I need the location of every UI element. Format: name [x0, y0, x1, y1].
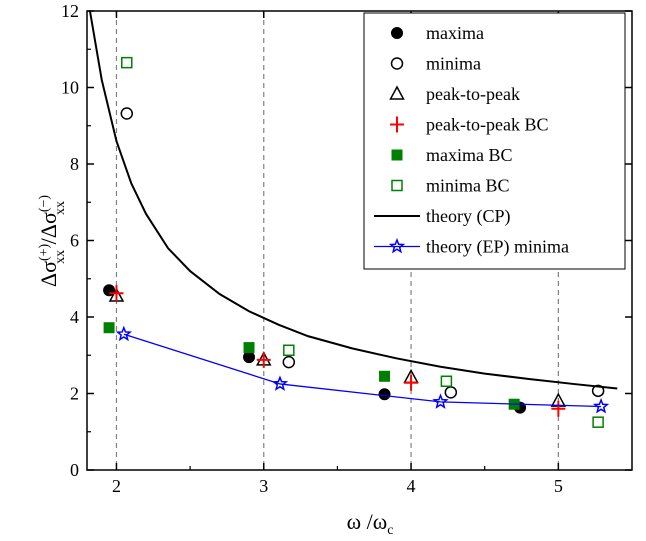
- maxima-point: [243, 351, 256, 364]
- plot-area: [88, 10, 618, 428]
- maxima-bc-point: [379, 370, 391, 382]
- legend-item-theory-cp: theory (CP): [374, 206, 511, 227]
- legend-label: theory (EP) minima: [426, 237, 569, 258]
- peak-to-peak-bc-point: [109, 285, 124, 302]
- legend-marker: [389, 85, 405, 100]
- theory-ep-minima-point: [432, 393, 449, 409]
- series-maxima: [103, 284, 527, 414]
- minima-point: [591, 384, 605, 398]
- theory-ep-minima-point: [271, 375, 289, 391]
- legend-item-minima-bc: minima BC: [391, 176, 510, 196]
- peak-to-peak-bc-point: [256, 351, 271, 368]
- legend-item-maxima-bc: maxima BC: [391, 145, 513, 165]
- legend-item-maxima: maxima: [391, 23, 484, 43]
- minima-bc-point: [592, 416, 604, 428]
- legend: maxima minima peak-to-peak peak-to-peak BC m…: [363, 12, 626, 270]
- legend-item-minima: minima: [390, 54, 481, 74]
- x-tick-label: 4: [407, 476, 416, 496]
- theory-cp-line: [88, 10, 618, 390]
- legend-marker: [390, 116, 404, 133]
- legend-marker: [390, 57, 404, 70]
- legend-marker: [391, 27, 403, 39]
- legend-label: peak-to-peak: [426, 84, 520, 104]
- legend-label: maxima BC: [426, 145, 513, 165]
- minima-point: [120, 107, 134, 120]
- series-minima-bc: [121, 56, 604, 428]
- series-maxima-bc: [103, 322, 520, 410]
- theory-ep-minima-point: [592, 397, 610, 414]
- y-tick-label: 0: [70, 460, 79, 480]
- y-tick-label: 12: [61, 1, 79, 21]
- minima-bc-point: [283, 344, 295, 357]
- minima-point: [444, 386, 458, 399]
- theory-ep-minima-point: [115, 325, 132, 342]
- minima-point: [282, 355, 296, 369]
- x-tick-label: 5: [554, 476, 563, 496]
- ticks: 2 3 4 5 0 2 4 6 8 10 12: [61, 1, 632, 496]
- peak-to-peak-bc-point: [551, 400, 566, 417]
- series-peak-to-peak-bc: [109, 285, 566, 417]
- peak-to-peak-bc-point: [404, 374, 419, 391]
- legend-item-peak-to-peak-bc: peak-to-peak BC: [390, 115, 548, 135]
- legend-label: maxima: [426, 23, 484, 43]
- legend-label: peak-to-peak BC: [426, 115, 548, 135]
- y-tick-label: 2: [70, 384, 79, 404]
- minima-bc-point: [121, 56, 133, 69]
- series-peak-to-peak: [108, 287, 567, 407]
- maxima-bc-point: [103, 322, 115, 334]
- series-theory-ep-minima: [115, 325, 610, 414]
- legend-label: theory (CP): [426, 206, 511, 227]
- y-tick-label: 10: [61, 78, 79, 98]
- legend-box: [363, 12, 626, 270]
- maxima-bc-point: [243, 342, 255, 354]
- y-tick-label: 8: [70, 154, 79, 174]
- y-tick-label: 4: [70, 307, 79, 327]
- theory-ep-minima-line: [123, 333, 602, 408]
- y-tick-label: 6: [70, 231, 79, 251]
- legend-label: minima: [426, 54, 481, 74]
- x-tick-label: 3: [259, 476, 268, 496]
- x-axis-title: ω /ωc: [347, 509, 394, 538]
- legend-item-peak-to-peak: peak-to-peak: [389, 84, 520, 104]
- legend-marker: [391, 149, 403, 161]
- series-theory-cp: [88, 10, 618, 390]
- legend-item-theory-ep-minima: theory (EP) minima: [374, 237, 569, 258]
- minima-bc-point: [440, 375, 453, 388]
- y-axis-title: Δσ(+)xx /Δσ(−)xx: [36, 195, 68, 287]
- legend-marker: [391, 179, 403, 192]
- x-tick-label: 2: [112, 476, 121, 496]
- maxima-point: [378, 388, 391, 401]
- legend-label: minima BC: [426, 176, 510, 196]
- legend-marker: [388, 237, 406, 254]
